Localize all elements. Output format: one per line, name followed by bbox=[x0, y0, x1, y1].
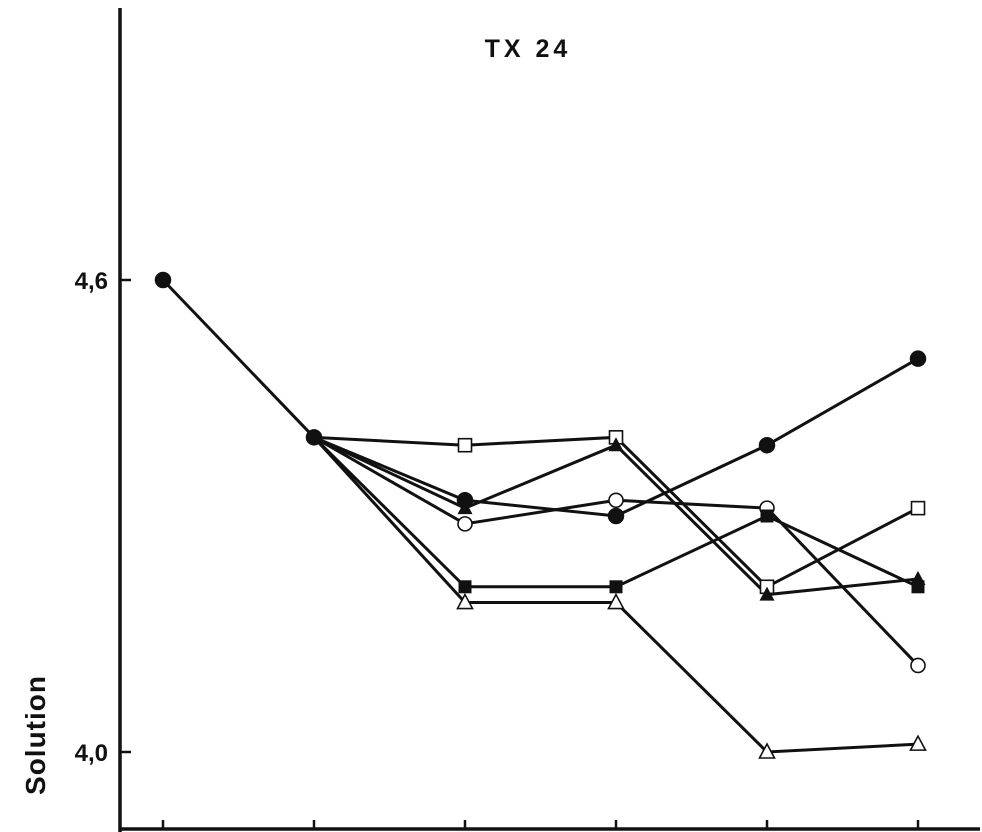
chart-title: TX 24 bbox=[485, 35, 572, 63]
series-3-point-4 bbox=[608, 437, 624, 452]
series-6-point-5 bbox=[758, 742, 776, 759]
series-4-point-6 bbox=[910, 657, 926, 674]
series-5-point-5 bbox=[760, 509, 774, 523]
series-1-point-6 bbox=[909, 350, 927, 367]
axes bbox=[118, 8, 980, 832]
axis-ticks: 4,6 4,0 bbox=[75, 268, 920, 829]
y-axis-label: Solution bbox=[20, 675, 51, 795]
series-1-point-2 bbox=[305, 429, 323, 446]
series-2-point-6 bbox=[910, 500, 926, 516]
series-5-point-6 bbox=[911, 580, 925, 594]
series-4-point-4 bbox=[608, 492, 624, 509]
series-3-point-5 bbox=[759, 586, 775, 601]
series-1-point-4 bbox=[607, 507, 625, 525]
y-tick-label-1: 4,6 bbox=[75, 268, 108, 295]
series-3-point-3 bbox=[457, 500, 473, 515]
series-6-point-6 bbox=[909, 734, 927, 751]
series-4-point-3 bbox=[457, 516, 473, 532]
series-line-1 bbox=[161, 278, 920, 518]
y-tick-label-2: 4,0 bbox=[75, 740, 108, 767]
series-markers bbox=[154, 271, 927, 759]
series-5-point-4 bbox=[609, 580, 623, 594]
series-6-point-3 bbox=[456, 592, 474, 610]
series-1-point-5 bbox=[758, 436, 776, 454]
series-line-4 bbox=[312, 435, 920, 667]
series-lines bbox=[161, 278, 920, 754]
series-2-point-3 bbox=[457, 437, 473, 453]
series-1-point-1 bbox=[154, 271, 172, 289]
series-6-point-4 bbox=[607, 592, 625, 610]
series-5-point-3 bbox=[458, 580, 472, 594]
